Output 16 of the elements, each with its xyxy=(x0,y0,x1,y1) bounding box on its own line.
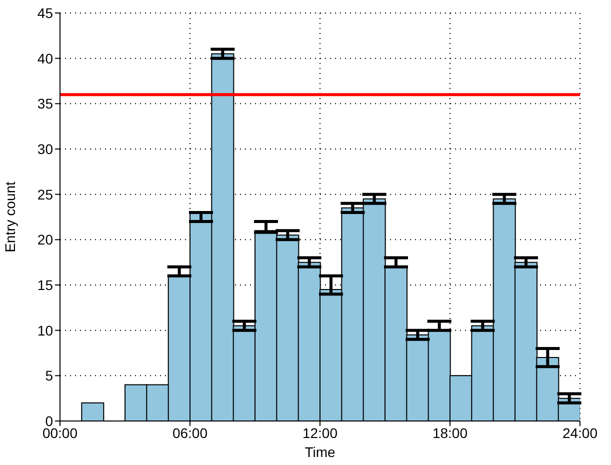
x-tick-label: 06:00 xyxy=(172,424,208,441)
y-tick-label: 30 xyxy=(37,140,54,157)
y-tick-label: 20 xyxy=(37,232,54,248)
y-tick-label: 40 xyxy=(37,50,54,66)
y-tick-label: 5 xyxy=(45,368,54,384)
x-tick-label: 24:00 xyxy=(562,424,598,441)
y-tick-label: 0 xyxy=(45,412,54,429)
y-tick-label: 45 xyxy=(37,4,54,21)
y-tick-label: 15 xyxy=(37,276,54,293)
y-tick-label: 25 xyxy=(37,186,54,202)
x-axis-title: Time xyxy=(304,444,336,460)
x-tick-label: 18:00 xyxy=(432,424,468,441)
x-tick-label: 12:00 xyxy=(302,424,338,441)
y-tick-label: 35 xyxy=(37,96,54,112)
y-tick-label: 10 xyxy=(37,322,54,338)
y-axis-title: Entry count xyxy=(2,181,18,252)
